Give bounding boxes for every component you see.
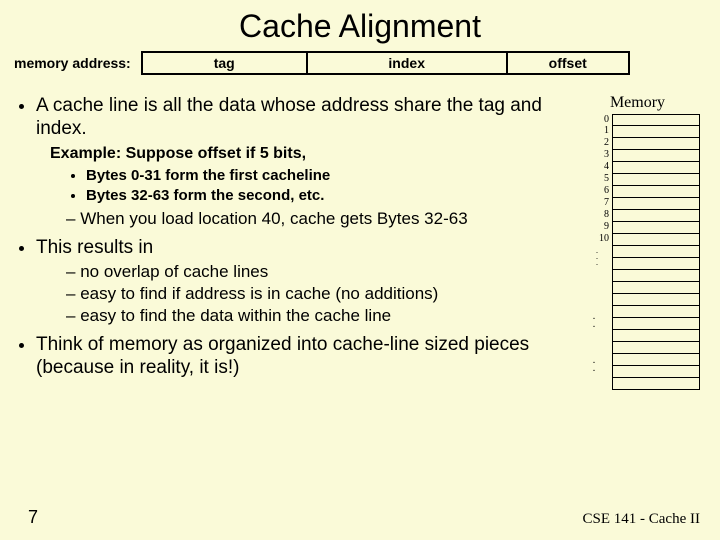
memory-row-number: 9 xyxy=(589,221,609,233)
memory-row: 7 xyxy=(612,198,700,210)
memory-row: 0 xyxy=(612,114,700,126)
page-title: Cache Alignment xyxy=(0,0,720,45)
memory-row xyxy=(612,318,700,330)
memory-row xyxy=(612,378,700,390)
memory-row: 5 xyxy=(612,174,700,186)
memory-side-dots: .. xyxy=(584,357,604,373)
memory-row: 6 xyxy=(612,186,700,198)
memory-row xyxy=(612,366,700,378)
memory-row xyxy=(612,282,700,294)
address-tag-box: tag xyxy=(143,53,308,73)
memory-row-number: 3 xyxy=(589,149,609,161)
address-index-box: index xyxy=(308,53,508,73)
content-region: A cache line is all the data whose addre… xyxy=(18,94,578,385)
example-heading: Example: Suppose offset if 5 bits, xyxy=(50,144,578,164)
memory-row-number: 10 xyxy=(589,233,609,245)
memory-row-number: 2 xyxy=(589,137,609,149)
memory-row-number: 4 xyxy=(589,161,609,173)
memory-row xyxy=(612,330,700,342)
address-offset-box: offset xyxy=(508,53,628,73)
bullet-results-in: This results in no overlap of cache line… xyxy=(36,236,578,326)
memory-row-number: 1 xyxy=(589,125,609,137)
memory-title: Memory xyxy=(575,94,700,112)
memory-row xyxy=(612,258,700,270)
memory-address-row: memory address: tag index offset xyxy=(14,51,706,75)
memory-row-number: 8 xyxy=(589,209,609,221)
example-sub-1: Bytes 0-31 form the first cacheline xyxy=(86,166,578,186)
memory-row xyxy=(612,270,700,282)
memory-row xyxy=(612,246,700,258)
memory-row: 9 xyxy=(612,222,700,234)
address-field-boxes: tag index offset xyxy=(141,51,630,75)
memory-diagram: Memory 012345678910....... xyxy=(575,94,700,390)
result-easy-find-addr: easy to find if address is in cache (no … xyxy=(66,283,578,305)
memory-side-dots: .. xyxy=(584,313,604,329)
memory-row: 3 xyxy=(612,150,700,162)
bullet-think-of-memory: Think of memory as organized into cache-… xyxy=(36,333,578,379)
page-number: 7 xyxy=(28,507,38,528)
memory-ellipsis: ... xyxy=(596,248,598,266)
result-easy-find-data: easy to find the data within the cache l… xyxy=(66,305,578,327)
bullet-text: This results in xyxy=(36,237,153,258)
memory-grid: 012345678910....... xyxy=(612,114,700,390)
example-sub-2: Bytes 32-63 form the second, etc. xyxy=(86,186,578,206)
memory-row xyxy=(612,354,700,366)
memory-row: 10 xyxy=(612,234,700,246)
memory-row: 2 xyxy=(612,138,700,150)
course-footer: CSE 141 - Cache II xyxy=(583,511,700,528)
bullet-text: A cache line is all the data whose addre… xyxy=(36,95,542,139)
memory-row: 4 xyxy=(612,162,700,174)
memory-row: 8 xyxy=(612,210,700,222)
memory-row-number: 7 xyxy=(589,197,609,209)
result-no-overlap: no overlap of cache lines xyxy=(66,261,578,283)
memory-row-number: 5 xyxy=(589,173,609,185)
memory-row xyxy=(612,306,700,318)
memory-row xyxy=(612,294,700,306)
memory-address-label: memory address: xyxy=(14,55,131,71)
memory-row: 1 xyxy=(612,126,700,138)
memory-row-number: 6 xyxy=(589,185,609,197)
bullet-cacheline-def: A cache line is all the data whose addre… xyxy=(36,94,578,230)
memory-row xyxy=(612,342,700,354)
bullet-load-example: When you load location 40, cache gets By… xyxy=(66,208,578,230)
